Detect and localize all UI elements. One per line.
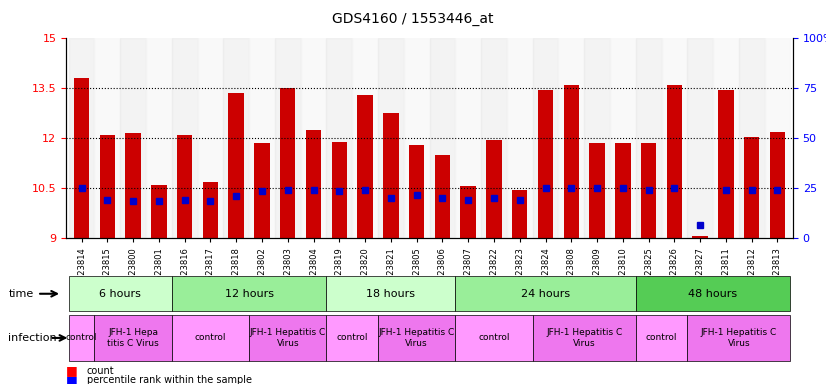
Bar bbox=[404, 38, 430, 238]
Bar bbox=[738, 38, 765, 238]
Bar bbox=[455, 38, 481, 238]
Bar bbox=[202, 182, 218, 238]
Text: JFH-1 Hepatitis C
Virus: JFH-1 Hepatitis C Virus bbox=[546, 328, 622, 348]
Bar bbox=[687, 38, 713, 238]
Bar bbox=[409, 145, 425, 238]
Bar bbox=[378, 38, 404, 238]
Text: JFH-1 Hepatitis C
Virus: JFH-1 Hepatitis C Virus bbox=[700, 328, 777, 348]
Bar bbox=[512, 190, 528, 238]
Bar bbox=[223, 38, 249, 238]
Text: control: control bbox=[336, 333, 368, 343]
Text: 18 hours: 18 hours bbox=[367, 289, 415, 299]
Text: ■: ■ bbox=[66, 364, 78, 377]
Bar bbox=[460, 187, 476, 238]
Bar bbox=[177, 135, 192, 238]
Bar bbox=[301, 38, 326, 238]
Bar bbox=[100, 135, 115, 238]
Bar bbox=[610, 38, 636, 238]
Bar bbox=[563, 85, 579, 238]
Bar bbox=[172, 38, 197, 238]
Text: 48 hours: 48 hours bbox=[689, 289, 738, 299]
Bar bbox=[94, 38, 121, 238]
Bar bbox=[331, 142, 347, 238]
Text: control: control bbox=[195, 333, 226, 343]
Text: control: control bbox=[66, 333, 97, 343]
Bar bbox=[280, 88, 296, 238]
Bar bbox=[430, 38, 455, 238]
Bar bbox=[249, 38, 275, 238]
Bar bbox=[121, 38, 146, 238]
Bar bbox=[507, 38, 533, 238]
Bar bbox=[641, 143, 657, 238]
Text: 24 hours: 24 hours bbox=[521, 289, 570, 299]
Bar bbox=[770, 132, 786, 238]
Bar bbox=[434, 155, 450, 238]
Text: percentile rank within the sample: percentile rank within the sample bbox=[87, 375, 252, 384]
Text: JFH-1 Hepatitis C
Virus: JFH-1 Hepatitis C Virus bbox=[378, 328, 455, 348]
Text: JFH-1 Hepatitis C
Virus: JFH-1 Hepatitis C Virus bbox=[249, 328, 326, 348]
Bar bbox=[352, 38, 378, 238]
Text: JFH-1 Hepa
titis C Virus: JFH-1 Hepa titis C Virus bbox=[107, 328, 159, 348]
Bar bbox=[719, 90, 733, 238]
Bar bbox=[326, 38, 352, 238]
Bar bbox=[481, 38, 507, 238]
Bar bbox=[146, 38, 172, 238]
Bar bbox=[74, 78, 89, 238]
Bar bbox=[197, 38, 223, 238]
Bar bbox=[383, 113, 399, 238]
Bar bbox=[765, 38, 790, 238]
Bar bbox=[744, 137, 759, 238]
Bar bbox=[487, 140, 501, 238]
Text: control: control bbox=[478, 333, 510, 343]
Text: 6 hours: 6 hours bbox=[99, 289, 141, 299]
Bar bbox=[126, 133, 140, 238]
Text: GDS4160 / 1553446_at: GDS4160 / 1553446_at bbox=[332, 12, 494, 25]
Bar bbox=[667, 85, 682, 238]
Bar bbox=[254, 143, 270, 238]
Bar bbox=[533, 38, 558, 238]
Bar bbox=[151, 185, 167, 238]
Bar bbox=[229, 93, 244, 238]
Bar bbox=[589, 143, 605, 238]
Text: infection: infection bbox=[8, 333, 57, 343]
Text: count: count bbox=[87, 366, 114, 376]
Text: time: time bbox=[8, 289, 34, 299]
Bar bbox=[275, 38, 301, 238]
Bar bbox=[306, 130, 321, 238]
Bar bbox=[615, 143, 630, 238]
Text: ■: ■ bbox=[66, 374, 78, 384]
Bar bbox=[584, 38, 610, 238]
Text: control: control bbox=[646, 333, 677, 343]
Bar bbox=[636, 38, 662, 238]
Bar bbox=[713, 38, 738, 238]
Bar bbox=[358, 95, 373, 238]
Bar bbox=[692, 237, 708, 238]
Bar bbox=[538, 90, 553, 238]
Bar bbox=[69, 38, 94, 238]
Text: 12 hours: 12 hours bbox=[225, 289, 273, 299]
Bar bbox=[558, 38, 584, 238]
Bar bbox=[662, 38, 687, 238]
